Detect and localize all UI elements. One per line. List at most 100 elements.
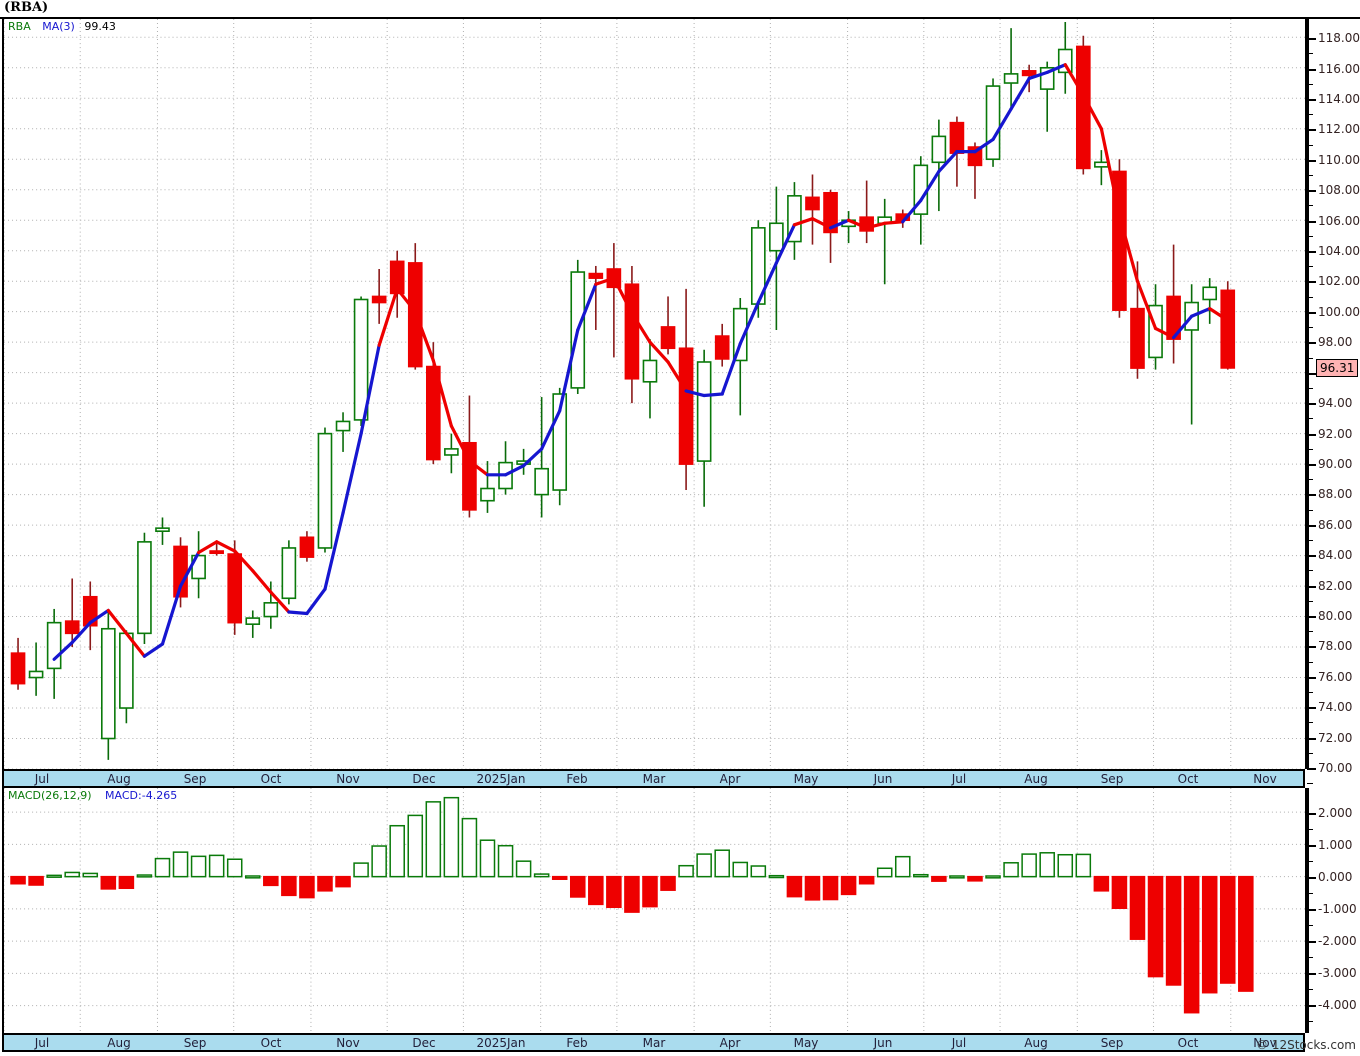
x-axis-label-top: Feb [566,772,588,786]
x-axis-label-bottom: Aug [1024,1036,1048,1050]
macd-axis-minor-tick [1307,828,1313,830]
price-axis-label: 100.00 [1318,304,1360,319]
price-axis-minor-tick [1307,327,1313,329]
price-axis-label: 72.00 [1318,730,1353,745]
price-chart-panel: RBA MA(3) 99.43 [2,19,1309,769]
price-axis-minor-tick [1307,783,1313,785]
legend-symbol: RBA [8,20,31,33]
price-axis-label: 84.00 [1318,548,1353,563]
price-axis-tick [1307,463,1316,466]
price-axis-minor-tick [1307,539,1313,541]
x-axis-label-top: Jun [873,772,893,786]
price-axis-tick [1307,281,1316,284]
macd-axis-label: 0.000 [1318,869,1353,884]
macd-histogram-plot [4,788,1307,1033]
price-axis-minor-tick [1307,83,1313,85]
x-axis-label-bottom: Apr [719,1036,741,1050]
price-axis-label: 88.00 [1318,487,1353,502]
price-axis-label: 104.00 [1318,244,1360,259]
price-axis-label: 76.00 [1318,669,1353,684]
x-axis-label-bottom: Sep [1100,1036,1124,1050]
page-title: (RBA) [4,0,49,15]
price-axis-label: 118.00 [1318,31,1360,46]
price-candlestick-plot [4,19,1307,769]
price-axis-tick [1307,220,1316,223]
price-axis-tick [1307,646,1316,649]
macd-axis-tick [1307,812,1316,815]
x-axis-label-bottom: Oct [1177,1036,1199,1050]
price-axis-tick [1307,707,1316,710]
macd-axis-minor-tick [1307,988,1313,990]
price-axis-label: 86.00 [1318,517,1353,532]
title-divider [0,17,1360,19]
price-axis-minor-tick [1307,600,1313,602]
price-axis-tick [1307,615,1316,618]
price-axis-minor-tick [1307,296,1313,298]
x-axis-band-bottom: Jul Aug Sep Oct Nov Dec 2025Jan Feb Mar Apr May Jun… [2,1033,1305,1052]
price-axis-minor-tick [1307,631,1313,633]
x-axis-label-bottom: Mar [642,1036,666,1050]
price-axis-tick [1307,342,1316,345]
price-axis-minor-tick [1307,357,1313,359]
price-axis-minor-tick [1307,175,1313,177]
x-axis-label-top: Jul [951,772,967,786]
x-axis-label-top: Mar [642,772,666,786]
legend-ma-value: 99.43 [84,20,116,33]
x-axis-label-bottom: Nov [336,1036,360,1050]
price-axis-minor-tick [1307,691,1313,693]
price-axis-tick [1307,311,1316,314]
price-axis-label: 108.00 [1318,183,1360,198]
macd-axis-tick [1307,908,1316,911]
x-axis-label-top: Oct [1177,772,1199,786]
macd-axis-minor-tick [1307,1020,1313,1022]
price-axis-label: 90.00 [1318,456,1353,471]
macd-axis-tick [1307,1004,1316,1007]
price-axis-tick [1307,68,1316,71]
macd-axis-tick [1307,940,1316,943]
macd-axis-tick [1307,972,1316,975]
price-axis-minor-tick [1307,752,1313,754]
price-axis-tick [1307,190,1316,193]
macd-legend-label: MACD(26,12,9) [8,789,92,802]
macd-axis-tick [1307,844,1316,847]
x-axis-label-bottom: Oct [260,1036,282,1050]
price-axis-label: 98.00 [1318,335,1353,350]
x-axis-label-top: Aug [1024,772,1048,786]
macd-axis-minor-tick [1307,924,1313,926]
price-axis-tick [1307,129,1316,132]
x-axis-label-top: Dec [412,772,436,786]
macd-legend: MACD(26,12,9) MACD:-4.265 [8,789,177,802]
macd-axis-spine [1305,788,1307,1033]
x-axis-label-top: Apr [719,772,741,786]
price-axis-minor-tick [1307,722,1313,724]
macd-axis-minor-tick [1307,860,1313,862]
price-axis-minor-tick [1307,387,1313,389]
current-price-flag: 96.31 [1316,359,1359,377]
x-axis-label-top: May [793,772,819,786]
price-axis-label: 114.00 [1318,92,1360,107]
price-axis-spine [1305,19,1307,769]
x-axis-band-top: Jul Aug Sep Oct Nov Dec 2025Jan Feb Mar Apr May Jun… [2,769,1305,788]
price-axis-tick [1307,494,1316,497]
x-axis-label-top: Sep [1100,772,1124,786]
x-axis-label-bottom: Nov [1253,1036,1277,1050]
price-axis-label: 78.00 [1318,639,1353,654]
x-axis-label-bottom: May [793,1036,819,1050]
price-axis-tick [1307,676,1316,679]
macd-legend-value: MACD:-4.265 [105,789,178,802]
price-legend: RBA MA(3) 99.43 [8,20,116,33]
price-axis-label: 82.00 [1318,578,1353,593]
x-axis-label-bottom: Jul [34,1036,50,1050]
price-axis-label: 110.00 [1318,152,1360,167]
price-axis-label: 70.00 [1318,761,1353,775]
macd-axis-label: -2.000 [1318,933,1357,948]
price-axis-label: 106.00 [1318,213,1360,228]
macd-axis-minor-tick [1307,956,1313,958]
x-axis-label-top: Nov [336,772,360,786]
macd-axis-label: 2.000 [1318,805,1353,820]
price-axis-label: 116.00 [1318,61,1360,76]
price-axis-tick [1307,555,1316,558]
x-axis-label-top: Jul [34,772,50,786]
x-axis-label-bottom: Feb [566,1036,588,1050]
